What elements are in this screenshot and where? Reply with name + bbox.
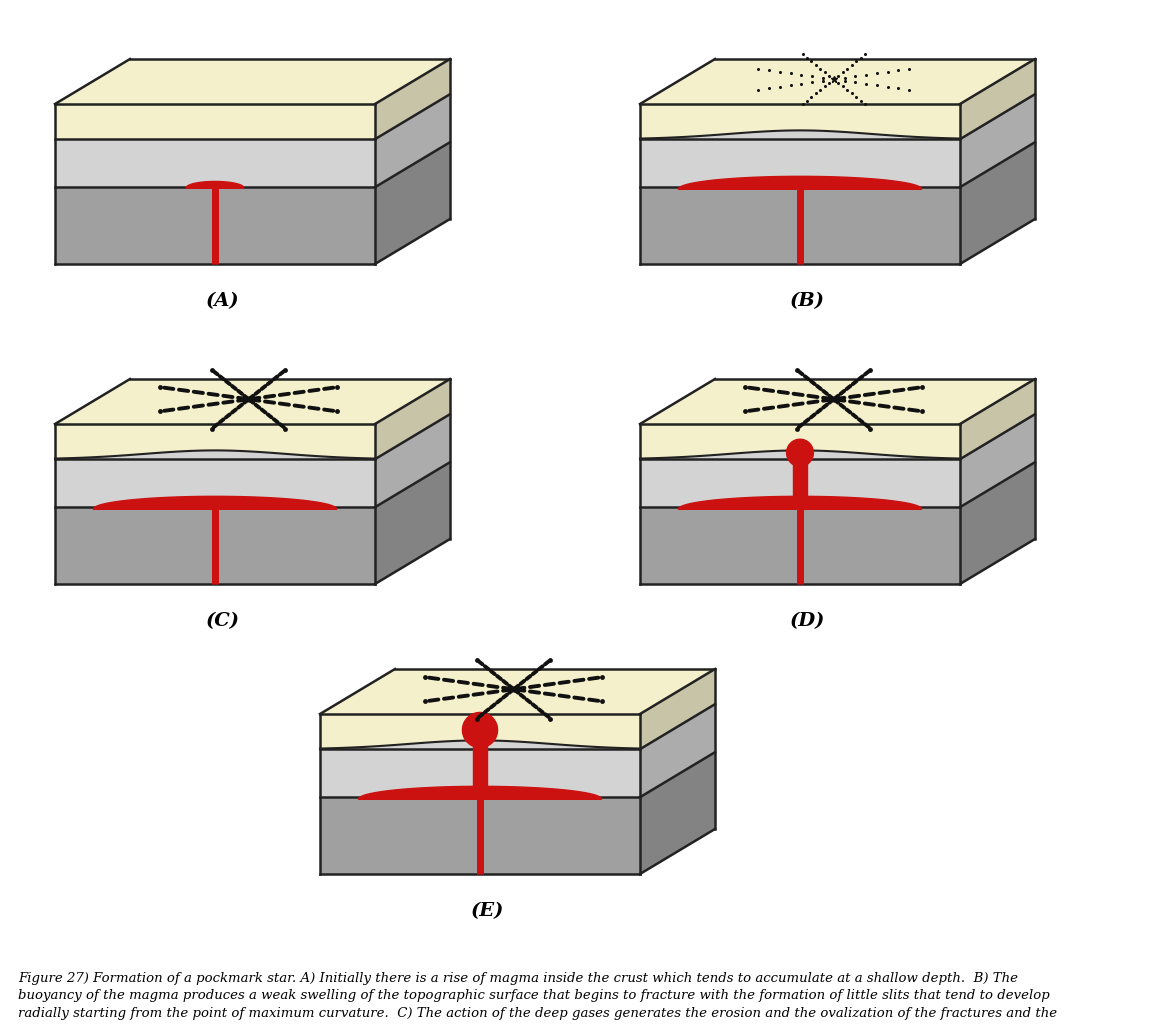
Polygon shape — [640, 424, 960, 459]
Polygon shape — [960, 462, 1035, 584]
Text: (B): (B) — [790, 292, 825, 310]
Polygon shape — [960, 379, 1035, 459]
Polygon shape — [375, 414, 450, 507]
Polygon shape — [960, 379, 1035, 459]
Polygon shape — [186, 181, 244, 187]
Polygon shape — [640, 379, 1035, 424]
Polygon shape — [375, 94, 450, 187]
Polygon shape — [375, 414, 450, 507]
Polygon shape — [320, 798, 640, 874]
Polygon shape — [375, 142, 450, 264]
Polygon shape — [55, 59, 450, 104]
Polygon shape — [640, 507, 960, 584]
Polygon shape — [55, 104, 375, 139]
Text: (E): (E) — [471, 902, 504, 920]
Polygon shape — [375, 379, 450, 459]
Polygon shape — [55, 451, 375, 507]
Polygon shape — [375, 142, 450, 264]
Polygon shape — [55, 139, 375, 187]
Polygon shape — [55, 379, 450, 424]
Polygon shape — [375, 94, 450, 187]
Polygon shape — [640, 451, 960, 507]
Polygon shape — [786, 439, 813, 466]
Polygon shape — [679, 176, 921, 189]
Polygon shape — [640, 753, 715, 874]
Polygon shape — [375, 59, 450, 139]
Polygon shape — [640, 130, 960, 187]
Polygon shape — [55, 424, 375, 459]
Polygon shape — [320, 714, 640, 749]
Polygon shape — [640, 139, 960, 187]
Polygon shape — [320, 750, 640, 798]
Polygon shape — [320, 669, 715, 714]
Polygon shape — [640, 104, 960, 138]
Polygon shape — [960, 59, 1035, 139]
Polygon shape — [473, 744, 488, 794]
Polygon shape — [359, 786, 601, 799]
Polygon shape — [55, 187, 375, 264]
Polygon shape — [640, 424, 960, 459]
Polygon shape — [640, 104, 960, 139]
Polygon shape — [640, 459, 960, 507]
Polygon shape — [375, 462, 450, 584]
Polygon shape — [960, 94, 1035, 187]
Polygon shape — [640, 669, 715, 750]
Polygon shape — [375, 59, 450, 139]
Polygon shape — [960, 142, 1035, 264]
Polygon shape — [793, 461, 808, 504]
Polygon shape — [55, 507, 375, 584]
Text: (A): (A) — [206, 292, 239, 310]
Polygon shape — [960, 142, 1035, 264]
Polygon shape — [960, 414, 1035, 507]
Text: Figure 27) Formation of a pockmark star. A) Initially there is a rise of magma i: Figure 27) Formation of a pockmark star.… — [18, 972, 1091, 1024]
Polygon shape — [640, 669, 715, 750]
Text: (C): (C) — [205, 612, 239, 630]
Polygon shape — [640, 59, 1035, 104]
Polygon shape — [960, 94, 1035, 187]
Polygon shape — [55, 459, 375, 507]
Text: (D): (D) — [790, 612, 825, 630]
Polygon shape — [375, 462, 450, 584]
Polygon shape — [463, 713, 498, 748]
Polygon shape — [960, 462, 1035, 584]
Polygon shape — [960, 59, 1035, 139]
Polygon shape — [320, 714, 640, 750]
Polygon shape — [320, 740, 640, 798]
Polygon shape — [640, 705, 715, 798]
Polygon shape — [679, 497, 921, 509]
Polygon shape — [960, 414, 1035, 507]
Polygon shape — [94, 497, 336, 509]
Polygon shape — [55, 424, 375, 459]
Polygon shape — [640, 705, 715, 798]
Polygon shape — [375, 379, 450, 459]
Polygon shape — [640, 753, 715, 874]
Polygon shape — [640, 187, 960, 264]
